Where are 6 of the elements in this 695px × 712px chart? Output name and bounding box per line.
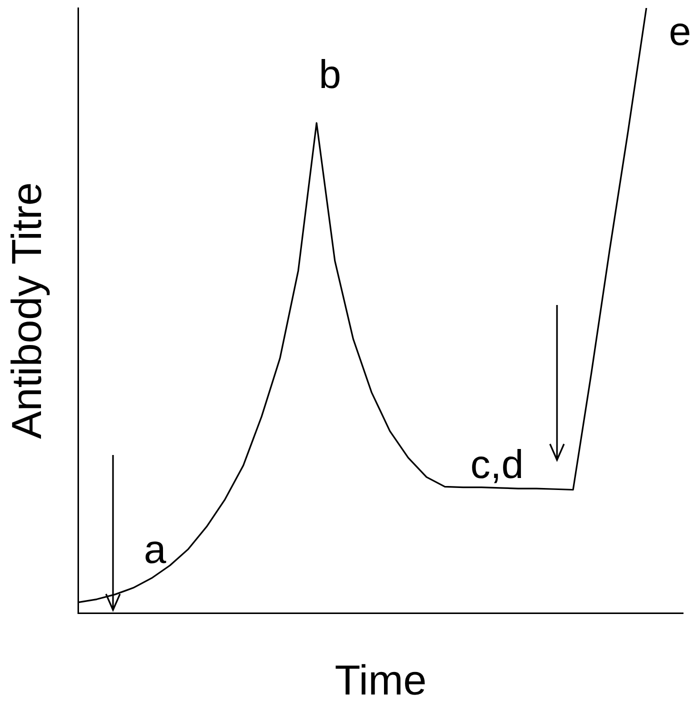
y-axis-title: Antibody Titre	[2, 182, 50, 440]
annotation: a	[144, 528, 166, 572]
annotation: b	[318, 53, 342, 97]
annotation: e	[668, 10, 692, 54]
annotation: c,d	[470, 443, 524, 487]
x-axis-title: Time	[334, 656, 427, 704]
